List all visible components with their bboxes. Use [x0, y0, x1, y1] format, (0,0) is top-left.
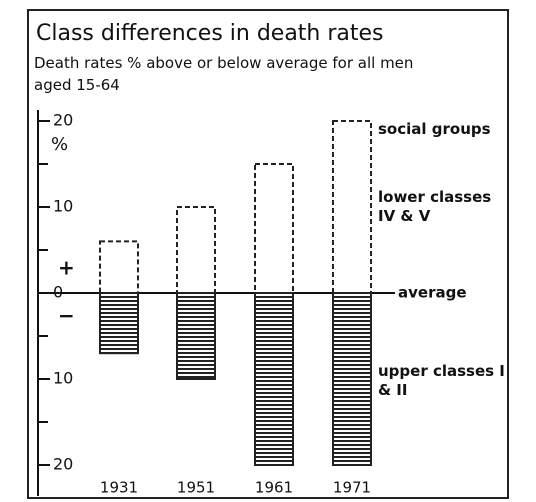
bar [176, 206, 216, 294]
chart-subtitle: Death rates % above or below average for… [34, 54, 414, 94]
y-tick-label: 10 [53, 369, 73, 388]
y-tick-label: 20 [53, 111, 73, 130]
x-tick-label: 1951 [177, 479, 215, 497]
baseline-label: average [398, 284, 467, 302]
x-tick-label: 1961 [255, 479, 293, 497]
bar [176, 292, 216, 380]
bar [254, 163, 294, 294]
plus-sign: + [58, 256, 75, 280]
chart-title: Class differences in death rates [36, 21, 384, 46]
minus-sign: − [58, 304, 75, 328]
bar [332, 292, 372, 466]
legend-upper: upper classes I & II [378, 362, 505, 399]
y-tick-label: 20 [53, 455, 73, 474]
y-tick-label: 10 [53, 197, 73, 216]
bar [254, 292, 294, 466]
subtitle-box: Death rates % above or below average for… [34, 54, 414, 94]
legend-title: social groups [378, 120, 491, 138]
bar [99, 292, 139, 355]
x-tick-label: 1931 [100, 479, 138, 497]
legend-lower: lower classes IV & V [378, 188, 492, 225]
bar [332, 120, 372, 294]
y-unit: % [51, 134, 68, 155]
bar [99, 240, 139, 294]
x-tick-label: 1971 [333, 479, 371, 497]
frame [27, 9, 509, 499]
